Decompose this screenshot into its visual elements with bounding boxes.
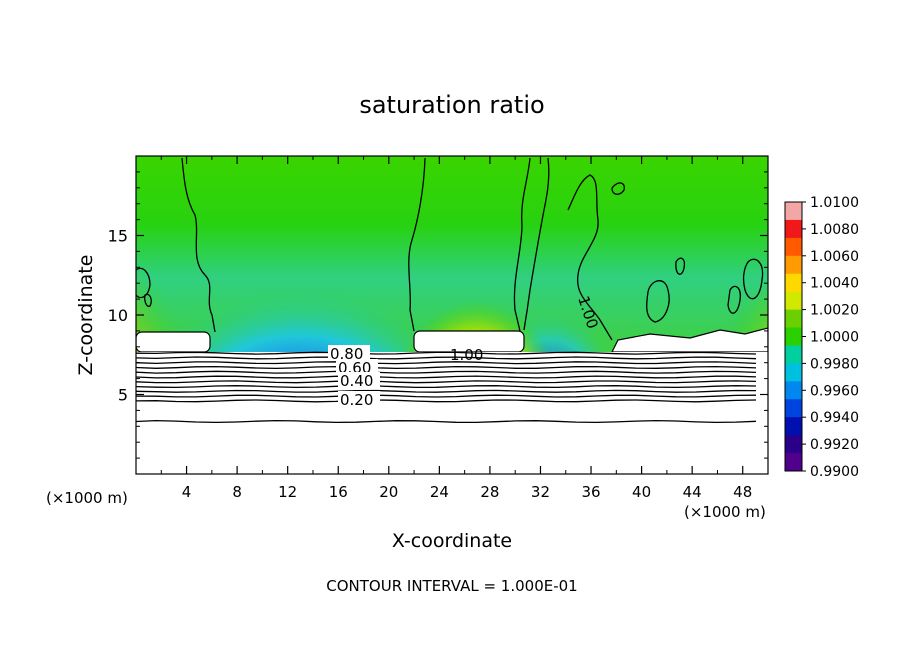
colorbar: 1.0100 1.0080 1.0060 1.0040 1.0020 1.0000 0.99… — [784, 195, 859, 480]
contour-line-lower — [136, 399, 757, 403]
x-tick-label: 16 — [329, 483, 348, 501]
colorbar-label: 0.9980 — [810, 356, 859, 372]
x-tick-label: 48 — [733, 483, 752, 501]
x-tick-label: 8 — [232, 483, 242, 501]
colorbar-swatch — [785, 417, 802, 436]
contour-lines — [136, 157, 764, 424]
contour-line-lower — [136, 385, 757, 389]
contour-line-lower — [136, 375, 757, 379]
contour-1-00-mid-right — [513, 157, 531, 332]
colorbar-label: 1.0020 — [810, 303, 859, 319]
colorbar-label: 0.9940 — [810, 410, 859, 426]
x-axis-unit-left: (×1000 m) — [46, 489, 128, 507]
colorbar-label: 1.0100 — [810, 195, 859, 211]
colorbar-swatch — [785, 345, 802, 364]
x-tick-label: 20 — [379, 483, 398, 501]
colorbar-swatch — [785, 237, 802, 257]
x-tick-label: 12 — [278, 483, 297, 501]
x-tick-label: 28 — [480, 483, 499, 501]
colorbar-label: 0.9900 — [810, 464, 859, 480]
contour-1-00-right — [523, 157, 550, 331]
x-tick-label: 24 — [430, 483, 449, 501]
y-axis-title: Z-coordinate — [75, 255, 97, 376]
contour-1-00-far-right — [567, 174, 613, 341]
colorbar-label: 1.0080 — [810, 222, 859, 238]
colorbar-label: 1.0000 — [810, 330, 859, 346]
colorbar-swatch — [785, 202, 802, 221]
x-tick-label: 40 — [632, 483, 651, 501]
colorbar-swatch — [785, 291, 802, 311]
contour-line-lower — [136, 365, 757, 370]
colorbar-label: 0.9920 — [810, 437, 859, 453]
contour-label-0-80: 0.80 — [330, 345, 363, 363]
contour-line-lower — [136, 361, 757, 365]
colorbar-swatch — [785, 255, 802, 275]
contour-1-00-left — [181, 157, 216, 333]
contour-line-lower — [136, 389, 757, 393]
x-axis: 4 8 12 16 20 24 28 32 36 40 44 48 — [160, 156, 752, 501]
x-tick-label: 32 — [531, 483, 550, 501]
contour-line-lower — [136, 356, 757, 360]
contour-island-f — [136, 267, 151, 299]
contour-line-lower — [136, 419, 757, 424]
contour-label-0-20: 0.20 — [340, 391, 373, 409]
colorbar-swatch — [785, 453, 802, 472]
contour-line-lower — [136, 394, 757, 398]
contour-island-d — [727, 285, 741, 314]
cloud-right — [611, 327, 768, 353]
y-tick-label: 15 — [108, 227, 128, 246]
colorbar-swatch — [785, 363, 802, 382]
colorbar-swatch — [785, 309, 802, 329]
contour-label-0-40: 0.40 — [340, 372, 373, 390]
colorbar-swatch — [785, 273, 802, 293]
y-tick-label: 10 — [108, 306, 128, 325]
colorbar-swatch — [785, 219, 802, 239]
contour-label-1-00-cloud: 1.00 — [450, 346, 483, 364]
contour-1-00-mid-left — [408, 157, 426, 332]
colorbar-swatch — [785, 399, 802, 418]
colorbar-label: 1.0060 — [810, 249, 859, 265]
colorbar-swatch — [785, 435, 802, 454]
y-axis: 5 10 15 — [108, 171, 768, 459]
x-tick-label: 36 — [581, 483, 600, 501]
contour-line-lower — [136, 351, 757, 355]
contour-line-lower — [136, 380, 757, 384]
chart-title: saturation ratio — [359, 91, 544, 119]
contour-island-c — [675, 257, 686, 275]
contour-line-lower — [136, 370, 757, 374]
colorbar-label: 1.0040 — [810, 276, 859, 292]
contour-interval-footer: CONTOUR INTERVAL = 1.000E-01 — [326, 577, 577, 595]
colorbar-label: 0.9960 — [810, 383, 859, 399]
colorbar-swatch — [785, 327, 802, 346]
x-axis-title: X-coordinate — [392, 530, 512, 552]
x-axis-unit-right: (×1000 m) — [684, 503, 766, 521]
subsaturated-layer — [136, 352, 768, 474]
y-tick-label: 5 — [118, 386, 128, 405]
colorbar-swatch — [785, 381, 802, 400]
lower-contour-set — [136, 351, 757, 424]
x-tick-label: 44 — [683, 483, 702, 501]
contour-island-g — [144, 293, 152, 307]
contour-island-e — [742, 258, 764, 300]
x-tick-label: 4 — [182, 483, 192, 501]
contour-island-b — [646, 280, 670, 323]
contour-island-a — [611, 182, 625, 195]
cloud-left — [136, 331, 211, 353]
plot-area: 0.80 0.60 0.40 0.20 1.00 1.00 — [136, 156, 768, 474]
